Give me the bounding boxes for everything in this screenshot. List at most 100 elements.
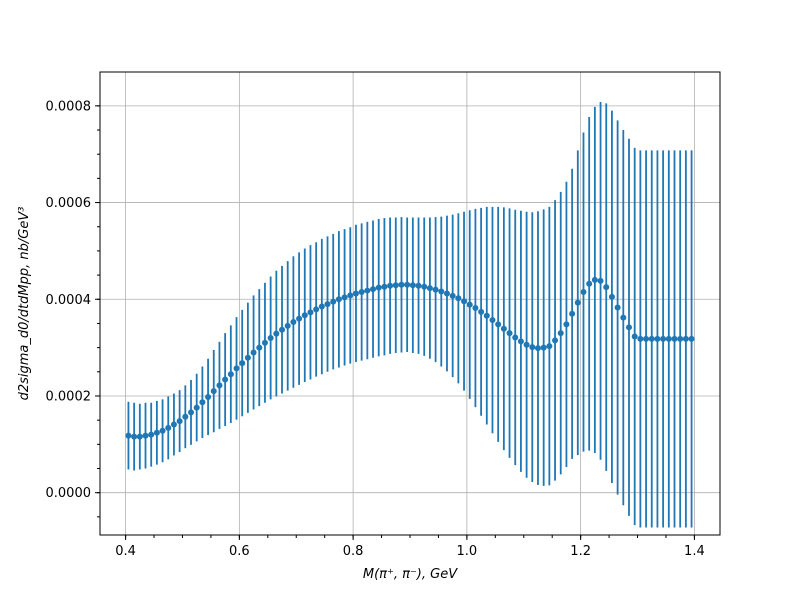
- data-series: [125, 101, 695, 528]
- data-point: [364, 287, 371, 294]
- data-point: [170, 421, 177, 428]
- data-point: [682, 335, 689, 342]
- axis-ticks: 0.4 0.6 0.8 1.0 1.2 1.4 0.0000 0.0002 0.0004 0.00…: [46, 99, 705, 559]
- data-point: [495, 321, 502, 328]
- data-point: [472, 304, 479, 311]
- data-point: [352, 290, 359, 297]
- data-point: [318, 303, 325, 310]
- data-point: [415, 282, 422, 289]
- data-point: [341, 294, 348, 301]
- data-point: [637, 335, 644, 342]
- data-point: [370, 286, 377, 293]
- data-point: [375, 284, 382, 291]
- data-point: [523, 341, 530, 348]
- data-point: [392, 282, 399, 289]
- data-point: [301, 312, 308, 319]
- data-point: [643, 335, 650, 342]
- data-point: [398, 281, 405, 288]
- data-point: [324, 301, 331, 308]
- data-point: [335, 296, 342, 303]
- data-point: [608, 293, 615, 300]
- y-tick-label: 0.0000: [46, 486, 92, 501]
- data-point: [648, 335, 655, 342]
- data-point: [557, 330, 564, 337]
- data-point: [233, 365, 240, 372]
- y-axis-label: d2sigma_d0/dtdMpp, nb/GeV³: [17, 207, 32, 401]
- y-tick-label: 0.0002: [46, 389, 92, 404]
- data-point: [677, 335, 684, 342]
- data-point: [483, 312, 490, 319]
- data-point: [330, 298, 337, 305]
- data-point: [654, 335, 661, 342]
- data-point: [153, 429, 160, 436]
- x-tick-label: 1.4: [684, 544, 705, 559]
- data-point: [614, 304, 621, 311]
- data-point: [506, 330, 513, 337]
- data-point: [540, 344, 547, 351]
- data-point: [296, 315, 303, 322]
- data-point: [205, 393, 212, 400]
- data-point: [569, 310, 576, 317]
- y-tick-label: 0.0006: [46, 196, 92, 211]
- data-point: [529, 344, 536, 351]
- data-point: [261, 339, 268, 346]
- data-point: [597, 277, 604, 284]
- data-point: [478, 308, 485, 315]
- x-tick-label: 0.8: [343, 544, 364, 559]
- data-point: [210, 388, 217, 395]
- data-point: [358, 289, 365, 296]
- x-tick-label: 0.4: [115, 544, 136, 559]
- data-point: [489, 317, 496, 324]
- data-point: [671, 335, 678, 342]
- data-point: [381, 283, 388, 290]
- data-point: [546, 343, 553, 350]
- data-point: [631, 333, 638, 340]
- plot-frame: [99, 71, 721, 536]
- data-point: [534, 345, 541, 352]
- y-tick-label: 0.0004: [46, 293, 92, 308]
- y-tick-label: 0.0008: [46, 99, 92, 114]
- data-point: [125, 432, 132, 439]
- data-point: [182, 413, 189, 420]
- data-point: [455, 295, 462, 302]
- data-point: [165, 424, 172, 431]
- data-point: [586, 280, 593, 287]
- data-point: [222, 376, 229, 383]
- data-point: [290, 318, 297, 325]
- data-point: [421, 283, 428, 290]
- data-point: [574, 299, 581, 306]
- x-axis-label: M(π⁺, π⁻), GeV: [363, 567, 458, 582]
- data-point: [142, 432, 149, 439]
- data-point: [660, 335, 667, 342]
- data-point: [461, 298, 468, 305]
- data-point: [307, 309, 314, 316]
- data-point: [426, 285, 433, 292]
- data-point: [176, 418, 183, 425]
- data-point: [284, 322, 291, 329]
- data-point: [500, 325, 507, 332]
- grid: [100, 72, 720, 535]
- data-point: [199, 399, 206, 406]
- data-point: [136, 433, 143, 440]
- data-point: [449, 292, 456, 299]
- data-point: [432, 286, 439, 293]
- data-point: [552, 337, 559, 344]
- data-point: [193, 404, 200, 411]
- data-point: [591, 276, 598, 283]
- data-point: [216, 382, 223, 389]
- data-point: [409, 282, 416, 289]
- data-point: [273, 330, 280, 337]
- data-point: [625, 324, 632, 331]
- data-point: [580, 289, 587, 296]
- data-point: [313, 306, 320, 313]
- data-point: [512, 334, 519, 341]
- data-point: [387, 282, 394, 289]
- data-point: [188, 409, 195, 416]
- data-point: [256, 344, 263, 351]
- data-point: [404, 281, 411, 288]
- data-point: [517, 338, 524, 345]
- data-point: [148, 431, 155, 438]
- data-point: [131, 433, 138, 440]
- data-point: [250, 349, 257, 356]
